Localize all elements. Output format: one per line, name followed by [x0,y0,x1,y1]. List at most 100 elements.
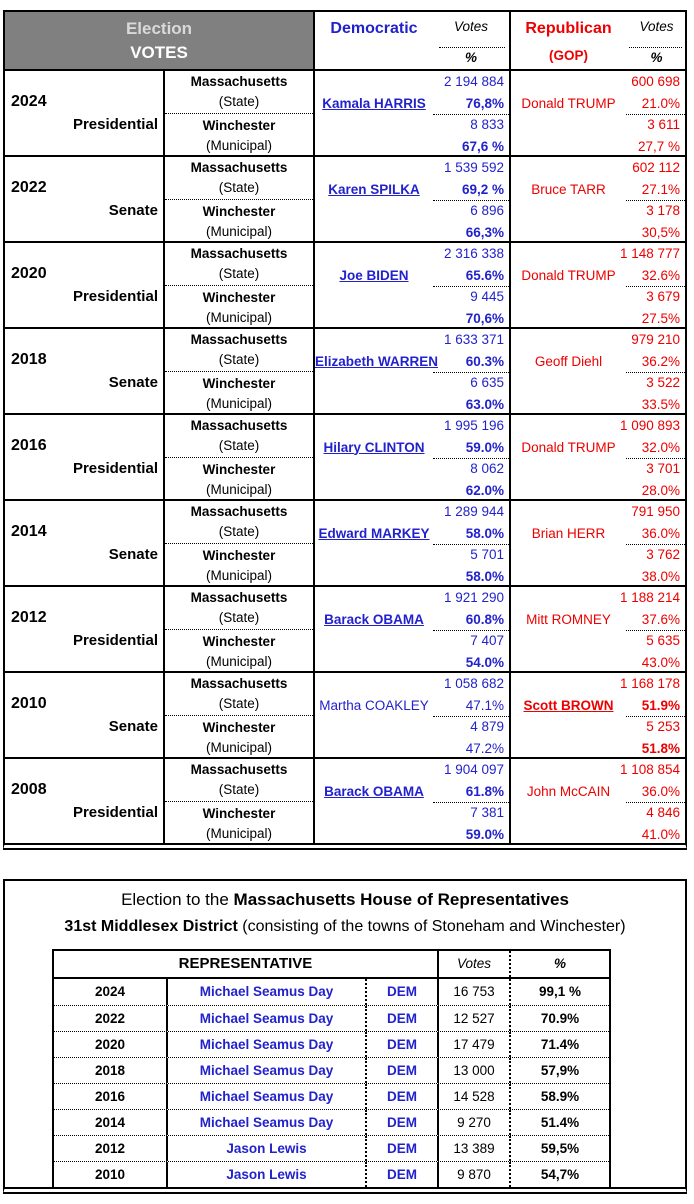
rep-state-percent: 37.6% [641,611,680,627]
dotted-divider [626,458,685,459]
dotted-divider [433,458,509,459]
dem-state-votes: 1 921 290 [443,590,504,605]
results-table-header: Election VOTES Democratic Votes % Republ… [5,12,685,69]
municipality-sub-label: (Municipal) [205,739,273,755]
democratic-candidate-name[interactable]: Joe BIDEN [339,267,409,283]
dotted-divider [433,372,509,373]
dem-municipal-percent: 63.0% [465,396,504,412]
democratic-result-cell: Martha COAKLEY 1 058 682 47.1% 4 879 47.… [315,673,509,759]
representative-row: 2012 Jason Lewis DEM 13 389 59,5% [54,1135,609,1161]
democratic-candidate-name[interactable]: Kamala HARRIS [322,95,426,111]
dem-municipal-votes: 7 381 [470,805,504,820]
republican-candidate-name: Donald TRUMP [521,439,616,455]
election-block: 2022 Senate Massachusetts (State) Winche… [5,155,685,243]
democratic-candidate-name[interactable]: Barack OBAMA [324,783,424,799]
municipality-name-label: Winchester [202,461,276,477]
state-name-label: Massachusetts [190,504,288,519]
election-blocks: 2024 Presidential Massachusetts (State) … [5,69,685,845]
rep-row-party: DEM [365,1032,437,1057]
jurisdiction-cell: Massachusetts (State) Winchester (Munici… [165,587,315,673]
state-row-label: Massachusetts (State) [165,587,313,630]
democratic-candidate-name[interactable]: Edward MARKEY [318,525,430,541]
municipality-name-label: Winchester [202,633,276,649]
votes-column-label: Votes [437,951,509,977]
rep-state-votes: 1 090 893 [619,418,680,433]
municipality-name-label: Winchester [202,719,276,735]
year-cell: 2020 Presidential [5,243,165,329]
election-year: 2020 [11,265,47,282]
rep-state-percent: 36.0% [641,783,680,799]
jurisdiction-cell: Massachusetts (State) Winchester (Munici… [165,415,315,501]
rep-row-year: 2010 [94,1167,126,1182]
dem-state-votes: 1 289 944 [443,504,504,519]
box-subtitle: 31st Middlesex District (consisting of t… [5,918,685,936]
rep-row-votes: 13 389 [437,1136,509,1161]
state-row-label: Massachusetts (State) [165,243,313,286]
rep-state-percent: 36.2% [641,353,680,369]
municipality-name-label: Winchester [202,289,276,305]
democratic-candidate-name[interactable]: Hilary CLINTON [323,439,425,455]
election-type: Presidential [72,804,158,821]
representative-row: 2018 Michael Seamus Day DEM 13 000 57,9% [54,1057,609,1083]
democratic-candidate-name[interactable]: Elizabeth WARREN [315,353,439,369]
rep-row-percent: 99,1 % [509,979,609,1005]
rep-row-name: Michael Seamus Day [166,979,365,1005]
rep-state-votes: 1 108 854 [619,762,680,777]
state-sub-label: (State) [218,438,260,453]
municipality-sub-label: (Municipal) [205,223,273,239]
democratic-candidate-name[interactable]: Barack OBAMA [324,611,424,627]
dem-municipal-votes: 7 407 [470,633,504,648]
municipality-sub-label: (Municipal) [205,567,273,583]
state-name-label: Massachusetts [190,590,288,605]
jurisdiction-cell: Massachusetts (State) Winchester (Munici… [165,243,315,329]
rep-row-name: Michael Seamus Day [166,1006,365,1031]
dem-state-votes: 1 995 196 [443,418,504,433]
rep-row-percent: 71.4% [509,1032,609,1057]
representative-row: 2020 Michael Seamus Day DEM 17 479 71.4% [54,1031,609,1057]
municipality-sub-label: (Municipal) [205,395,273,411]
state-sub-label: (State) [218,524,260,539]
rep-state-votes: 602 112 [632,160,680,175]
rep-municipal-votes: 3 611 [647,117,680,132]
dotted-divider [433,200,509,201]
republican-result-cell: Brian HERR 791 950 36.0% 3 762 38.0% [509,501,685,587]
house-representatives-box: Election to the Massachusetts House of R… [3,879,687,1194]
democratic-result-cell: Edward MARKEY 1 289 944 58.0% 5 701 58.0… [315,501,509,587]
dem-municipal-votes: 4 879 [470,719,504,734]
rep-municipal-percent: 41.0% [641,826,680,842]
rep-municipal-votes: 3 762 [646,547,680,562]
dotted-divider [433,716,509,717]
state-name-label: Massachusetts [190,74,288,89]
rep-municipal-percent: 51.8% [641,740,680,756]
dotted-divider [626,114,685,115]
state-row-label: Massachusetts (State) [165,157,313,200]
election-block: 2010 Senate Massachusetts (State) Winche… [5,671,685,759]
rep-row-name: Michael Seamus Day [166,1058,365,1083]
state-name-label: Massachusetts [190,418,288,433]
dotted-divider [433,286,509,287]
republican-candidate-name[interactable]: Scott BROWN [523,697,614,713]
rep-state-votes: 1 148 777 [619,246,680,261]
rep-state-percent: 27.1% [641,181,680,197]
democratic-result-cell: Joe BIDEN 2 316 338 65.6% 9 445 70,6% [315,243,509,329]
rep-municipal-percent: 43.0% [641,654,680,670]
municipality-sub-label: (Municipal) [205,137,273,153]
dem-state-votes: 1 539 592 [443,160,504,175]
election-block: 2012 Presidential Massachusetts (State) … [5,585,685,673]
dem-municipal-percent: 66,3% [465,224,504,240]
election-type: Presidential [72,116,158,133]
election-block: 2016 Presidential Massachusetts (State) … [5,413,685,501]
rep-state-votes: 1 188 214 [619,590,680,605]
dem-state-votes: 1 904 097 [443,762,504,777]
dem-votes-column-label: Votes [453,19,489,34]
democratic-candidate-name[interactable]: Karen SPILKA [328,181,420,197]
election-year: 2016 [11,437,47,454]
dotted-divider [433,114,509,115]
rep-row-party: DEM [365,1006,437,1031]
state-row-label: Massachusetts (State) [165,673,313,716]
rep-municipal-percent: 38.0% [641,568,680,584]
rep-row-votes: 17 479 [437,1032,509,1057]
dotted-divider [626,716,685,717]
election-type: Senate [108,202,158,219]
rep-state-percent: 36.0% [641,525,680,541]
